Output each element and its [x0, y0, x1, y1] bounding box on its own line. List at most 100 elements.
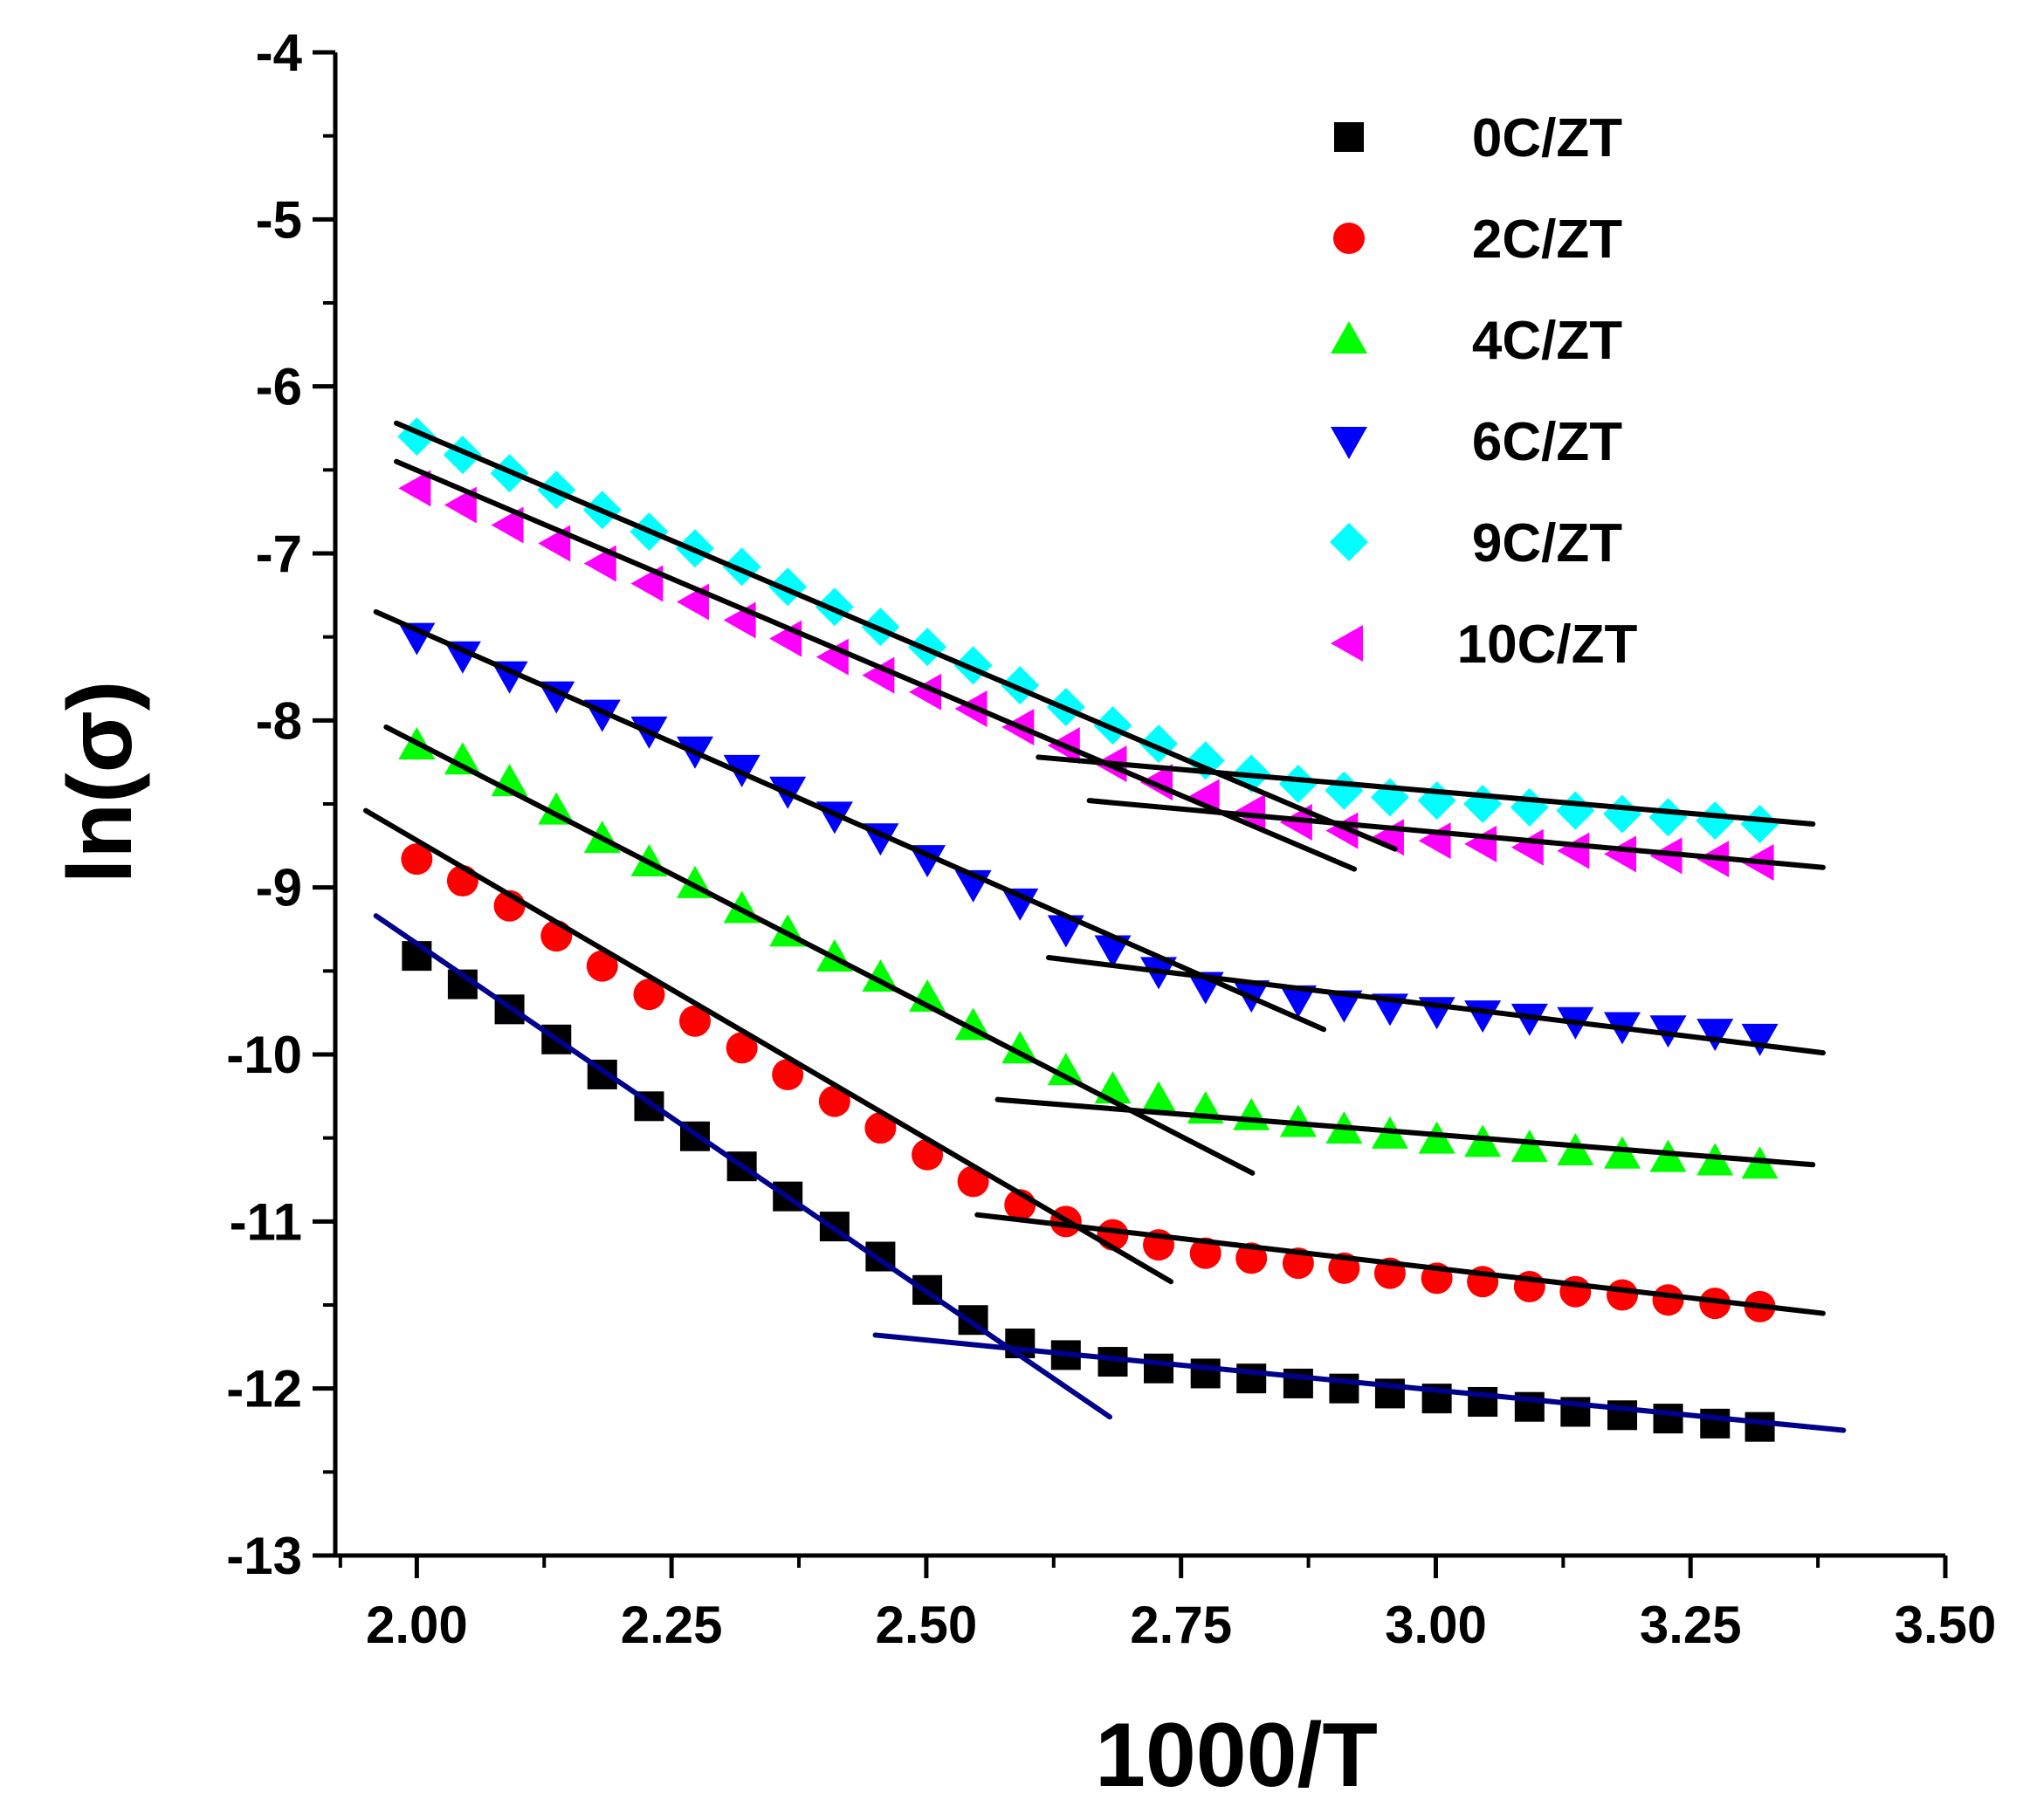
y-tick-label: -9 [256, 859, 302, 917]
data-point-6c-zt [1741, 1023, 1779, 1056]
x-tick-label: 3.50 [1895, 1596, 1997, 1654]
data-point-4c-zt [1047, 1053, 1084, 1086]
data-point-6c-zt [1047, 915, 1084, 948]
legend-label: 6C/ZT [1472, 412, 1622, 472]
y-tick-label: -13 [226, 1527, 302, 1585]
legend: 0C/ZT 2C/ZT 4C/ZT 6C/ZT 9C/ZT 10C/ZT [1330, 108, 1637, 675]
data-point-0c-zt [1607, 1400, 1638, 1431]
fit-line-4c-zt [383, 724, 1256, 1176]
fit-line-6c-zt [1045, 955, 1826, 1056]
axes: -4 -5 -6 -7 -8 -9 -10 -11 -12 -13 2.00 2.25 2.50 2.75… [226, 24, 1996, 1654]
data-point-2c-zt [864, 1112, 897, 1144]
data-point-2c-zt [678, 1005, 711, 1037]
data-point-4c-zt [1649, 1139, 1687, 1172]
fit-line-9c-zt [394, 420, 1398, 852]
data-point-2c-zt [1652, 1284, 1684, 1316]
legend-label: 4C/ZT [1472, 311, 1622, 371]
x-tick-label: 2.25 [621, 1596, 723, 1654]
legend-label: 0C/ZT [1472, 108, 1622, 168]
data-point-4c-zt [1557, 1132, 1594, 1165]
data-point-4c-zt [1604, 1136, 1641, 1169]
data-point-2c-zt [912, 1138, 944, 1171]
legend-marker [1330, 523, 1368, 561]
data-point-2c-zt [633, 979, 665, 1011]
data-point-4c-zt [1140, 1081, 1178, 1114]
data-point-10c-zt [909, 673, 942, 711]
x-tick-label: 3.00 [1385, 1596, 1487, 1654]
fit-line-10c-zt [394, 458, 1358, 872]
data-point-2c-zt [818, 1085, 850, 1117]
y-tick-label: -8 [256, 691, 302, 750]
fit-line-9c-zt [1036, 754, 1816, 827]
data-point-0c-zt [1144, 1353, 1174, 1384]
y-tick-label: -12 [226, 1360, 302, 1418]
legend-label: 2C/ZT [1472, 209, 1622, 270]
fit-line-10c-zt [1086, 798, 1826, 870]
x-tick-label: 2.00 [366, 1596, 468, 1654]
data-point-6c-zt [444, 641, 481, 674]
data-point-2c-zt [1235, 1242, 1268, 1274]
legend-marker [1333, 223, 1365, 254]
legend-marker [1334, 122, 1364, 152]
data-point-0c-zt [1653, 1404, 1683, 1434]
data-point-2c-zt [772, 1058, 804, 1090]
x-axis-title: 1000/T [1095, 1705, 1378, 1806]
y-tick-label: -5 [256, 190, 302, 249]
data-point-9c-zt [1278, 765, 1318, 804]
fit-line-2c-zt [363, 807, 1174, 1285]
y-tick-label: -11 [230, 1192, 302, 1251]
data-point-10c-zt [444, 486, 477, 524]
data-point-6c-zt [1279, 985, 1317, 1018]
data-point-2c-zt [726, 1032, 758, 1064]
legend-marker [1331, 321, 1367, 354]
data-point-0c-zt [1236, 1363, 1267, 1394]
fit-line-6c-zt [373, 608, 1327, 1033]
data-point-9c-zt [1740, 804, 1779, 843]
y-tick-label: -7 [256, 525, 302, 583]
data-point-10c-zt [1557, 832, 1590, 869]
data-point-4c-zt [1418, 1121, 1455, 1154]
data-point-10c-zt [1510, 828, 1544, 866]
data-point-2c-zt [1189, 1237, 1221, 1269]
fit-line-0c-zt [373, 913, 1112, 1420]
data-point-0c-zt [1700, 1408, 1731, 1439]
x-tick-label: 3.25 [1640, 1596, 1742, 1654]
y-tick-label: -10 [226, 1026, 302, 1084]
data-point-6c-zt [1001, 888, 1039, 921]
data-point-4c-zt [444, 742, 481, 775]
data-point-10c-zt [1279, 804, 1312, 841]
y-tick-label: -4 [256, 24, 303, 82]
data-point-6c-zt [1510, 1003, 1548, 1036]
data-point-6c-zt [1696, 1019, 1734, 1052]
data-point-6c-zt [1325, 990, 1363, 1023]
fit-line-4c-zt [994, 1096, 1816, 1168]
data-point-2c-zt [586, 950, 618, 982]
data-point-4c-zt [1510, 1130, 1548, 1163]
x-tick-label: 2.50 [876, 1596, 978, 1654]
legend-marker [1331, 427, 1367, 459]
legend-label: 10C/ZT [1457, 615, 1638, 675]
data-point-10c-zt [1233, 793, 1266, 831]
data-point-10c-zt [1325, 812, 1359, 849]
fit-lines [363, 420, 1847, 1433]
data-point-10c-zt [862, 656, 895, 694]
data-point-9c-zt [1696, 801, 1735, 841]
data-point-9c-zt [1648, 798, 1688, 837]
data-point-10c-zt [398, 470, 431, 507]
fit-line-2c-zt [974, 1212, 1826, 1316]
data-point-2c-zt [401, 843, 433, 876]
y-tick-label: -6 [256, 358, 302, 416]
data-point-10c-zt [1604, 835, 1637, 873]
legend-label: 9C/ZT [1472, 513, 1622, 573]
legend-marker [1331, 625, 1363, 662]
data-point-0c-zt [1190, 1358, 1221, 1389]
data-point-2c-zt [1607, 1279, 1639, 1311]
x-tick-label: 2.75 [1130, 1596, 1232, 1654]
data-point-4c-zt [1279, 1104, 1317, 1137]
y-axis-title: ln(σ) [50, 681, 151, 884]
data-point-10c-zt [491, 506, 524, 544]
fit-line-0c-zt [872, 1332, 1847, 1433]
data-point-0c-zt [1744, 1411, 1775, 1442]
data-point-9c-zt [443, 436, 482, 475]
